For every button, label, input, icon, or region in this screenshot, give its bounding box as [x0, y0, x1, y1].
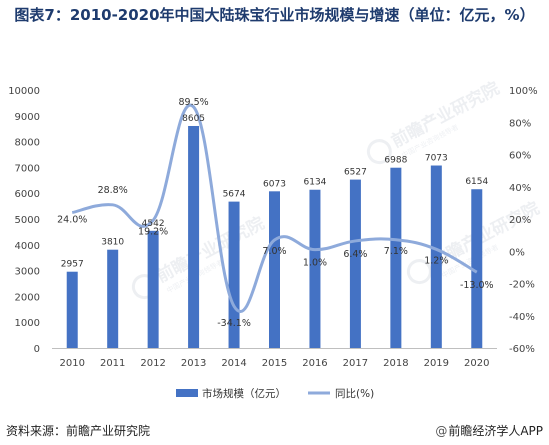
legend-bar-swatch	[176, 389, 198, 397]
line-value-label: 89.5%	[178, 97, 208, 108]
x-tick-label: 2014	[221, 358, 246, 369]
bar-value-label: 5674	[223, 190, 246, 200]
x-axis: 2010 2011 2012 2013 2014 2015 2016 2017 2018 2019…	[52, 348, 497, 369]
left-y-axis: 0 1000 2000 3000 4000 5000 6000 7000 8000 9000 100…	[8, 86, 40, 355]
bar-value-label: 2957	[61, 260, 84, 270]
footer: 资料来源：前瞻产业研究院 @前瞻经济学人APP	[0, 420, 549, 445]
left-tick-label: 4000	[15, 241, 40, 252]
left-tick-label: 7000	[15, 163, 40, 174]
right-tick-label: 0%	[509, 247, 525, 258]
left-tick-label: 0	[34, 344, 40, 355]
bar-value-label: 6073	[263, 179, 286, 189]
chart-title: 图表7：2010-2020年中国大陆珠宝行业市场规模与增速（单位：亿元，%）	[14, 6, 535, 24]
line-value-label: 28.8%	[98, 185, 128, 196]
line-value-label: 19.2%	[138, 226, 168, 237]
line-value-label: 7.0%	[262, 246, 286, 257]
bar	[269, 191, 280, 348]
left-tick-label: 3000	[15, 267, 40, 278]
x-tick-label: 2013	[181, 358, 206, 369]
bar	[430, 165, 442, 348]
right-tick-label: 80%	[509, 118, 531, 129]
left-tick-label: 1000	[15, 318, 40, 329]
line-series	[71, 103, 478, 313]
bar	[66, 271, 78, 348]
line-data-labels: 24.0% 28.8% 19.2% 89.5% -34.1% 7.0% 1.0% 6.4% 7.…	[57, 97, 493, 329]
bar-series	[66, 125, 483, 348]
bar	[349, 179, 361, 348]
chart-legend: 市场规模（亿元） 同比(%)	[176, 387, 374, 400]
bar	[228, 201, 240, 348]
bar	[147, 230, 159, 348]
right-tick-label: 20%	[509, 215, 531, 226]
x-tick-label: 2018	[383, 358, 408, 369]
right-tick-label: 100%	[509, 86, 538, 97]
bar-data-labels: 2957 3810 4542 8605 5674 6073 6134 6527 6988 7073…	[61, 114, 489, 270]
legend-line-label: 同比(%)	[335, 387, 374, 400]
combo-chart: 前瞻产业研究院中国产业咨询领导者前瞻产业研究院中国产业咨询领导者前瞻产业研究院中…	[8, 78, 543, 400]
right-tick-label: -20%	[509, 280, 535, 291]
bar	[390, 167, 402, 348]
brand-label: 前瞻经济学人APP	[448, 424, 543, 438]
left-tick-label: 5000	[15, 215, 40, 226]
line-value-label: 6.4%	[343, 249, 367, 260]
right-tick-label: 60%	[509, 151, 531, 162]
watermark-text: 前瞻产业研究院	[153, 213, 268, 287]
line-value-label: 1.0%	[303, 258, 327, 269]
x-tick-label: 2011	[100, 358, 125, 369]
bar	[188, 125, 200, 348]
bar-value-label: 6988	[384, 156, 407, 166]
right-tick-label: -40%	[509, 312, 535, 323]
line-value-label: 24.0%	[57, 215, 87, 226]
bar	[107, 249, 119, 348]
x-tick-label: 2010	[60, 358, 85, 369]
bar	[309, 189, 321, 348]
x-tick-label: 2020	[464, 358, 489, 369]
bar-value-label: 3810	[101, 238, 124, 248]
right-tick-label: 40%	[509, 183, 531, 194]
bar-value-label: 7073	[425, 154, 448, 164]
left-tick-label: 10000	[8, 86, 40, 97]
line-value-label: -13.0%	[460, 280, 494, 291]
x-tick-label: 2016	[302, 358, 327, 369]
watermark-text: 前瞻产业研究院	[388, 78, 503, 152]
bar	[471, 189, 483, 348]
line-value-label: -34.1%	[217, 318, 251, 329]
source-note: 资料来源：前瞻产业研究院	[6, 424, 151, 438]
left-tick-label: 2000	[15, 292, 40, 303]
right-tick-label: -60%	[509, 344, 535, 355]
bar-value-label: 8605	[182, 114, 205, 124]
at-icon: @	[435, 424, 448, 438]
line-value-label: 1.2%	[424, 255, 448, 266]
left-tick-label: 6000	[15, 189, 40, 200]
bar-value-label: 6527	[344, 168, 367, 178]
watermark-logo-icon	[406, 259, 432, 285]
watermark-logo-icon	[366, 139, 392, 165]
right-y-axis: -60% -40% -20% 0% 20% 40% 60% 80% 100%	[509, 86, 538, 355]
x-tick-label: 2017	[343, 358, 368, 369]
x-tick-label: 2012	[140, 358, 165, 369]
bar-value-label: 4542	[142, 219, 165, 229]
bar-value-label: 6134	[304, 178, 327, 188]
line-value-label: 7.1%	[384, 246, 408, 257]
growth-line	[71, 103, 478, 313]
bar-value-label: 6154	[465, 177, 488, 187]
legend-bar-label: 市场规模（亿元）	[202, 387, 286, 400]
left-tick-label: 9000	[15, 112, 40, 123]
left-tick-label: 8000	[15, 138, 40, 149]
x-tick-label: 2019	[424, 358, 449, 369]
brand-credit: @前瞻经济学人APP	[434, 422, 543, 439]
x-tick-label: 2015	[262, 358, 287, 369]
